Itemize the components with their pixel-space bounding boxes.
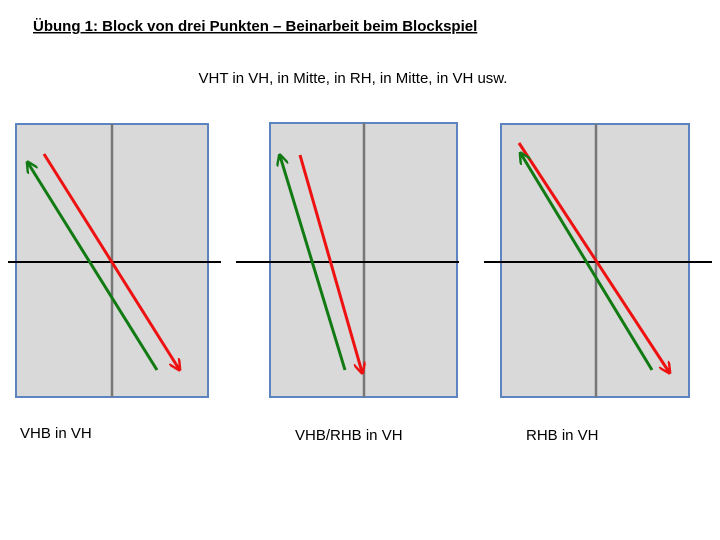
panel-label: VHB/RHB in VH [295,427,403,444]
subtitle: VHT in VH, in Mitte, in RH, in Mitte, in… [199,70,508,87]
court-2 [236,122,459,398]
title: Übung 1: Block von drei Punkten – Beinar… [33,18,477,35]
panel-label: VHB in VH [20,425,92,442]
court-1 [8,123,221,398]
panel-label: RHB in VH [526,427,599,444]
court-3 [484,123,712,398]
